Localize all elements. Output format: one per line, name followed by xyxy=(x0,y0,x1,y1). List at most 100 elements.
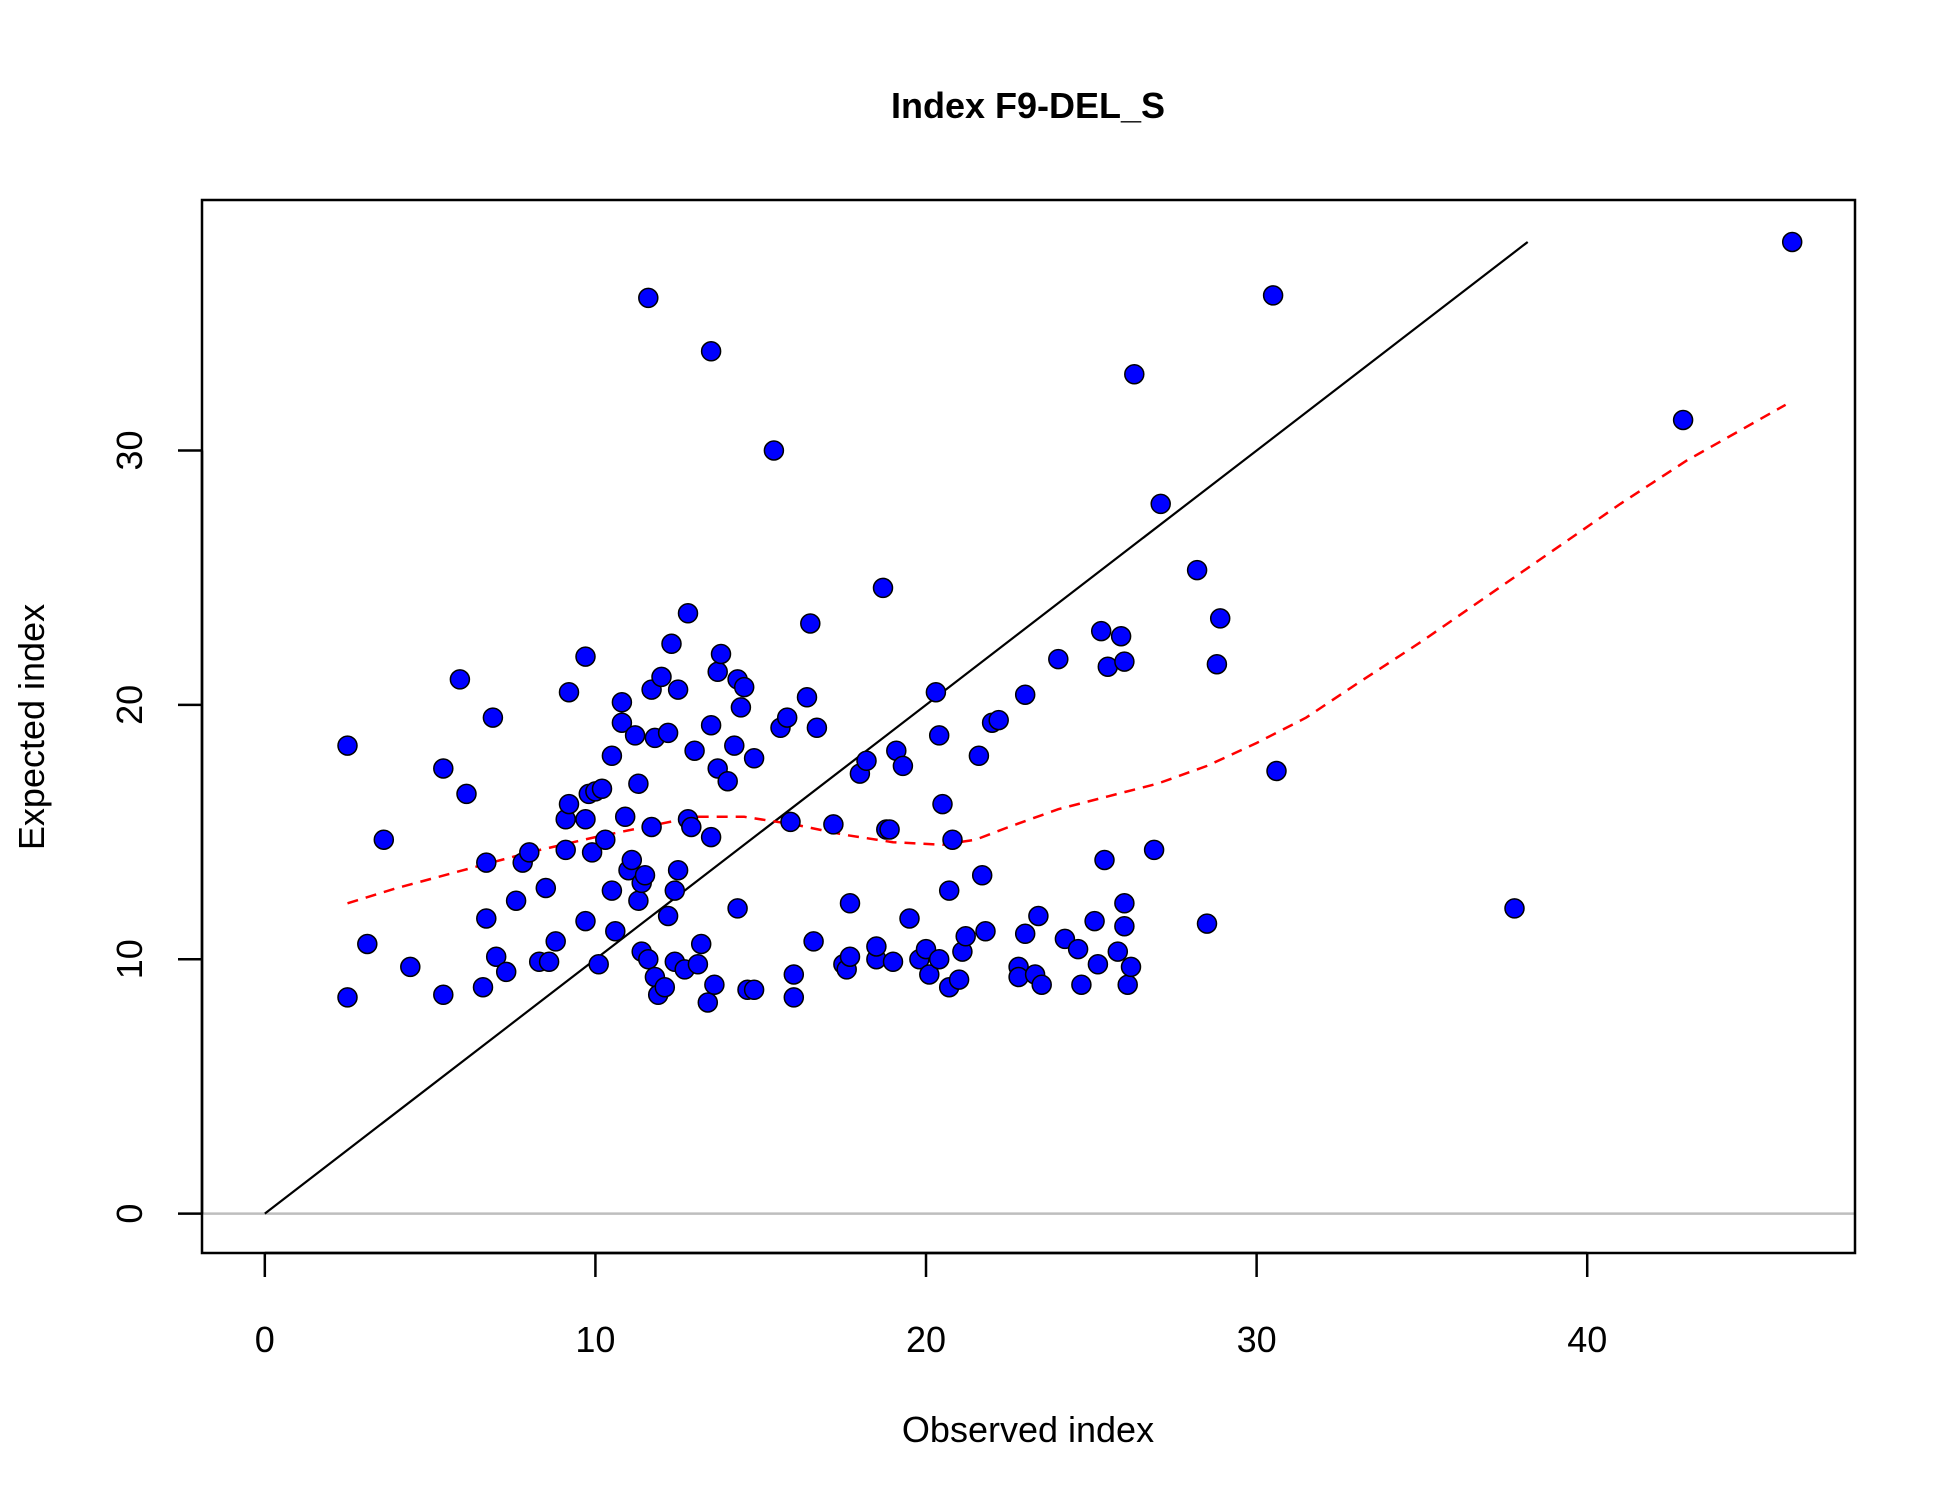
data-point xyxy=(1110,625,1132,647)
data-point xyxy=(700,714,722,736)
data-point xyxy=(456,783,477,805)
data-point xyxy=(783,964,805,985)
data-point xyxy=(700,826,722,848)
data-point xyxy=(558,793,580,815)
data-point xyxy=(806,717,828,739)
data-point xyxy=(667,679,689,700)
data-point xyxy=(476,852,497,873)
data-point xyxy=(932,793,953,815)
data-point xyxy=(856,750,877,772)
data-point xyxy=(538,951,560,973)
data-point xyxy=(796,687,818,708)
y-tick-label: 30 xyxy=(109,430,150,470)
x-axis: 0 10 20 30 40 xyxy=(255,1251,1607,1360)
data-point xyxy=(1150,493,1171,515)
data-point xyxy=(717,770,738,792)
data-point xyxy=(763,440,785,461)
data-point xyxy=(1067,938,1089,960)
data-point xyxy=(495,961,517,983)
data-point xyxy=(899,908,920,929)
data-point xyxy=(505,890,527,911)
data-point xyxy=(337,735,358,756)
data-point xyxy=(975,921,996,942)
data-point xyxy=(654,976,676,998)
data-point xyxy=(1071,974,1092,995)
data-point xyxy=(1117,974,1138,995)
data-point xyxy=(1014,923,1036,945)
data-point xyxy=(1206,653,1228,675)
data-point xyxy=(1672,409,1694,431)
data-point xyxy=(1781,231,1803,253)
data-point xyxy=(611,712,633,733)
data-point xyxy=(433,984,454,1006)
data-point xyxy=(611,692,633,713)
data-point xyxy=(1087,954,1109,975)
data-point xyxy=(400,956,421,978)
data-point xyxy=(866,936,887,957)
data-point xyxy=(651,666,672,688)
data-point xyxy=(657,905,679,927)
data-point xyxy=(687,954,709,975)
data-point xyxy=(955,926,976,947)
data-point xyxy=(1196,913,1218,934)
data-point xyxy=(733,676,755,698)
data-point xyxy=(667,859,689,881)
data-point xyxy=(555,839,576,861)
data-point xyxy=(664,880,686,901)
data-point xyxy=(476,908,497,929)
x-tick-label: 0 xyxy=(255,1319,275,1360)
data-point xyxy=(624,725,646,746)
data-point xyxy=(919,964,940,985)
data-point xyxy=(591,778,613,800)
data-point xyxy=(601,880,623,901)
data-point xyxy=(575,809,596,830)
data-point xyxy=(1114,651,1135,672)
data-point xyxy=(704,974,725,995)
data-point xyxy=(472,976,494,998)
data-point xyxy=(743,979,765,1001)
chart-title: Index F9-DEL_S xyxy=(891,85,1165,126)
data-point xyxy=(638,287,659,309)
data-point xyxy=(535,877,557,899)
data-point xyxy=(971,865,993,886)
data-point xyxy=(1090,620,1112,642)
data-point xyxy=(948,969,970,990)
data-point xyxy=(638,948,659,970)
data-point xyxy=(595,829,616,850)
data-point xyxy=(690,933,712,955)
data-point xyxy=(800,613,821,634)
data-point xyxy=(558,681,580,703)
data-point xyxy=(485,946,507,967)
data-point xyxy=(968,745,990,767)
data-point xyxy=(601,745,623,767)
data-point xyxy=(839,946,861,967)
data-point xyxy=(1143,839,1165,861)
data-point xyxy=(1124,363,1145,385)
data-point xyxy=(1266,760,1287,782)
y-tick-label: 0 xyxy=(109,1204,150,1224)
data-point xyxy=(575,910,596,932)
y-tick-label: 10 xyxy=(109,939,150,979)
data-point xyxy=(519,842,540,863)
data-point xyxy=(928,948,950,970)
data-point xyxy=(628,890,649,911)
data-point xyxy=(776,707,798,728)
plot-frame xyxy=(200,198,1857,1255)
data-point xyxy=(433,758,454,779)
data-point xyxy=(892,755,914,777)
data-point xyxy=(581,842,603,863)
data-point xyxy=(1209,608,1231,629)
data-point xyxy=(641,816,662,838)
data-point xyxy=(1031,974,1052,995)
data-point xyxy=(988,709,1009,731)
data-point xyxy=(743,748,765,769)
data-point xyxy=(661,633,682,655)
data-point xyxy=(1084,910,1105,932)
data-point xyxy=(928,725,950,746)
data-point xyxy=(628,773,649,794)
data-point xyxy=(783,987,805,1008)
data-point xyxy=(357,933,378,955)
data-point xyxy=(872,577,894,599)
data-point xyxy=(605,921,626,942)
